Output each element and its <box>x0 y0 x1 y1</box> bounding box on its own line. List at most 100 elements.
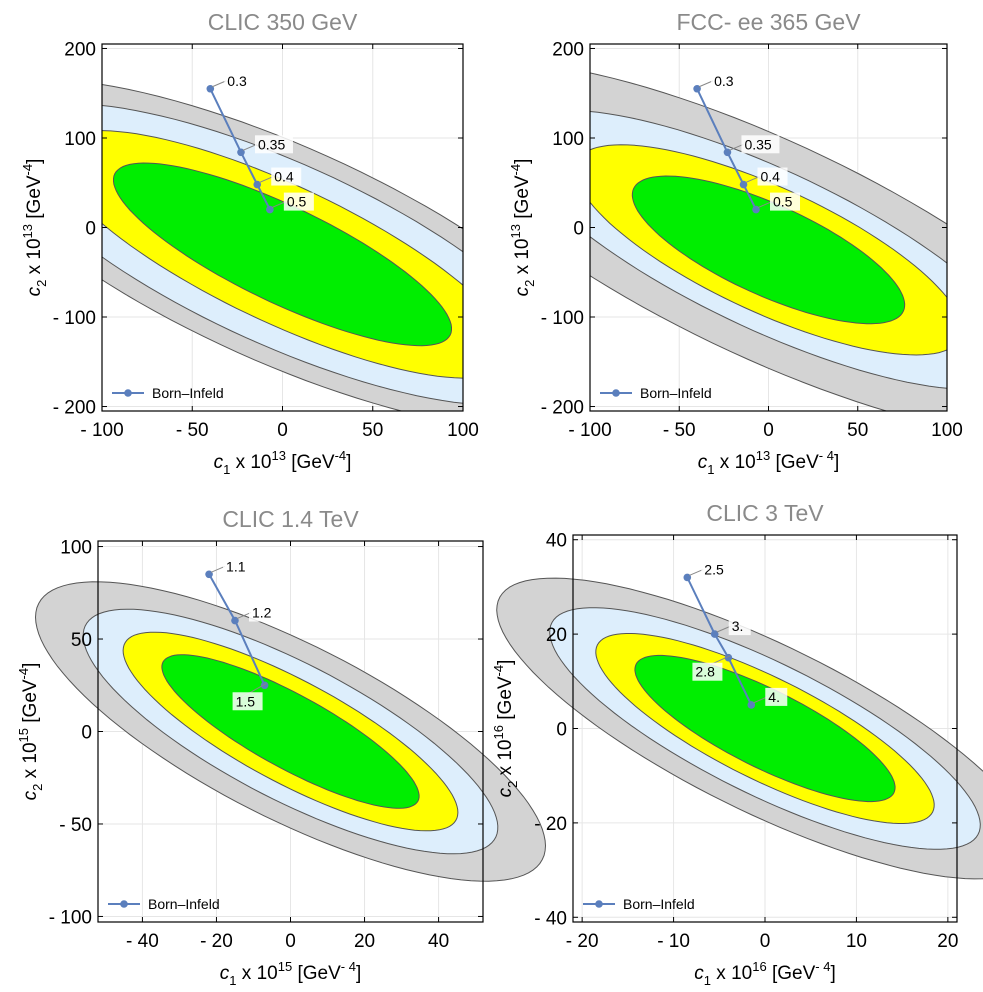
point-label-box <box>224 71 255 90</box>
axis-label-unit_exp: -4 <box>335 448 347 463</box>
born-infeld-point <box>747 701 756 709</box>
point-label: 2.8 <box>695 664 715 680</box>
axis-label-unit_exp: - 4 <box>819 448 834 463</box>
confidence-regions <box>496 577 983 880</box>
point-label-box <box>770 192 801 211</box>
point-label-leader <box>753 696 768 704</box>
point-label-leader <box>212 80 227 88</box>
born-infeld-point <box>231 616 239 625</box>
point-label-leader <box>210 565 226 573</box>
born-infeld-point <box>206 84 215 93</box>
x-tick-label: 100 <box>447 420 479 441</box>
axis-label-mid: x 10 <box>230 452 271 473</box>
axis-label-exp: 13 <box>756 448 770 463</box>
y-tick-label: 20 <box>546 625 567 646</box>
y-tick-label: 100 <box>552 129 584 150</box>
y-tick-label: - 200 <box>53 398 96 419</box>
x-tick-label: 0 <box>763 420 774 441</box>
y-tick-label: - 100 <box>541 308 584 329</box>
axis-label-unit_exp: -4 <box>16 668 31 680</box>
point-label: 0.3 <box>227 73 247 89</box>
axis-label-unit: [GeV <box>24 175 45 224</box>
axis-label-unit: [GeV <box>512 175 533 224</box>
x-tick-label: 20 <box>937 931 958 952</box>
x-tick-label: 50 <box>847 420 868 441</box>
x-tick-label: 0 <box>760 931 771 952</box>
axis-label-close: ] <box>356 963 361 984</box>
y-tick-label: 0 <box>556 720 567 741</box>
axis-label-unit_exp: -4 <box>508 164 523 176</box>
confidence-region-1 <box>113 162 452 347</box>
y-tick-label: 0 <box>81 723 92 744</box>
born-infeld-point <box>683 573 692 582</box>
axis-label-var: c <box>20 790 41 800</box>
point-label: 0.4 <box>274 169 294 185</box>
point-label-box <box>728 617 751 636</box>
legend-label: Born–Infeld <box>152 385 224 401</box>
confidence-regions <box>102 83 463 411</box>
x-tick-label: 100 <box>931 420 963 441</box>
born-infeld-point <box>752 205 760 214</box>
born-infeld-point <box>739 180 748 189</box>
point-label: 0.5 <box>287 194 307 210</box>
x-tick-label: - 100 <box>80 420 123 441</box>
axis-label-unit: [GeV <box>20 679 41 728</box>
y-axis-label: c2 x 1013 [GeV-4] <box>508 159 537 297</box>
point-label: 2.5 <box>704 561 724 577</box>
chart-title: FCC- ee 365 GeV <box>676 9 861 35</box>
point-label-box <box>271 167 302 186</box>
y-tick-label: - 20 <box>534 814 567 835</box>
legend-swatch-point <box>612 389 620 397</box>
point-label-leader <box>745 176 760 183</box>
axis-label-exp: 13 <box>272 448 286 463</box>
legend: Born–Infeld <box>112 385 224 401</box>
x-tick-label: 50 <box>362 420 383 441</box>
point-label-box <box>223 557 254 576</box>
point-label-box <box>254 135 293 154</box>
axis-label-mid: x 10 <box>715 452 756 473</box>
x-tick-label: 20 <box>354 931 375 952</box>
born-infeld-point <box>260 681 269 690</box>
born-infeld-point <box>723 148 732 157</box>
born-infeld-point <box>253 180 262 189</box>
x-tick-label: - 10 <box>657 931 690 952</box>
axis-label-unit: [GeV <box>292 963 341 984</box>
point-label: 0.5 <box>773 194 793 210</box>
point-label: 3. <box>732 618 744 634</box>
point-label: 0.3 <box>714 73 734 89</box>
y-tick-label: - 50 <box>59 815 92 836</box>
point-label-box <box>692 662 723 681</box>
y-tick-label: 50 <box>71 630 92 651</box>
point-label-box <box>232 692 263 711</box>
axis-label-close: ] <box>495 660 516 665</box>
axis-label-unit: [GeV <box>495 676 516 725</box>
x-tick-label: 40 <box>428 931 449 952</box>
axis-label-var: c <box>495 787 516 797</box>
born-infeld-point <box>710 630 719 638</box>
x-axis-label: c1 x 1013 [GeV-4] <box>214 448 352 477</box>
y-tick-label: 200 <box>64 39 96 60</box>
point-label-leader <box>698 80 714 88</box>
point-label-box <box>711 71 742 90</box>
y-tick-label: - 100 <box>49 907 92 928</box>
point-label-box <box>765 687 788 706</box>
point-label-leader <box>757 201 773 209</box>
legend-swatch-point <box>120 900 128 908</box>
y-tick-label: - 100 <box>53 308 96 329</box>
axis-label-sub: 1 <box>229 973 236 988</box>
point-label-box <box>757 167 788 186</box>
point-label: 0.4 <box>761 169 781 185</box>
legend: Born–Infeld <box>583 896 695 912</box>
point-label: 1.1 <box>226 558 246 574</box>
born-infeld-line <box>209 88 271 211</box>
point-label: 4. <box>768 689 780 705</box>
y-tick-label: 0 <box>85 219 96 240</box>
x-tick-label: - 50 <box>663 420 696 441</box>
chart-panel-4: - 20- 10 0 10 20- 40- 20020402.53.2.84.Born… <box>491 500 983 988</box>
legend-label: Born–Infeld <box>148 896 220 912</box>
point-label-box <box>283 192 314 211</box>
axis-label-var: c <box>24 286 45 296</box>
x-tick-label: 0 <box>277 420 288 441</box>
axis-label-unit: [GeV <box>286 452 335 473</box>
